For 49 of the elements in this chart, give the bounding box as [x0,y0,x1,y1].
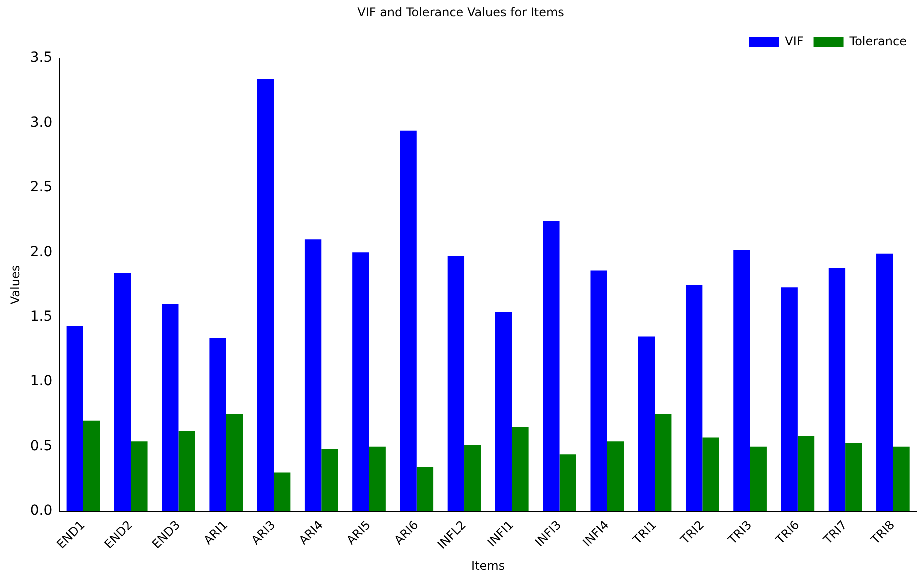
bar [686,284,703,512]
y-tick-label: 3.0 [30,114,53,131]
y-tick-label: 0.0 [30,503,53,520]
y-tick-label: 1.0 [30,374,53,390]
bar [560,454,576,512]
bar [322,449,338,512]
bar [274,472,291,512]
x-axis-title: Items [472,558,506,573]
bar [83,420,100,512]
chart-title: VIF and Tolerance Values for Items [358,5,564,20]
y-tick-label: 1.5 [30,308,53,325]
bar [352,252,370,512]
bar [114,273,132,512]
bar [590,270,608,512]
bar [495,312,512,512]
bar [543,222,560,512]
bar [464,446,482,512]
bar [781,288,798,512]
bar [226,414,244,512]
y-tick-label: 2.0 [30,244,53,260]
bar [304,240,322,512]
bar [162,304,179,512]
bar [638,336,656,512]
bar [512,427,529,512]
bar [750,446,767,512]
y-tick-label: 3.5 [30,50,53,66]
bar [876,254,894,512]
bar [178,431,196,512]
bar [66,326,84,512]
bar [607,442,624,512]
bar [893,446,910,512]
bar [655,414,672,512]
bar [448,256,465,512]
bar [702,438,720,512]
bar [257,79,274,512]
bar [210,338,226,512]
bar [846,442,862,512]
legend-label: Tolerance [848,34,908,49]
bar [798,436,815,512]
bar [369,446,386,512]
bar [131,442,148,512]
bar [400,130,417,512]
y-tick-label: 0.5 [30,438,53,454]
y-axis-title: Values [8,265,22,305]
bar [416,468,434,512]
legend-label: VIF [785,34,804,49]
bar [734,250,750,512]
bar [828,268,846,512]
y-tick-label: 2.5 [30,180,53,196]
